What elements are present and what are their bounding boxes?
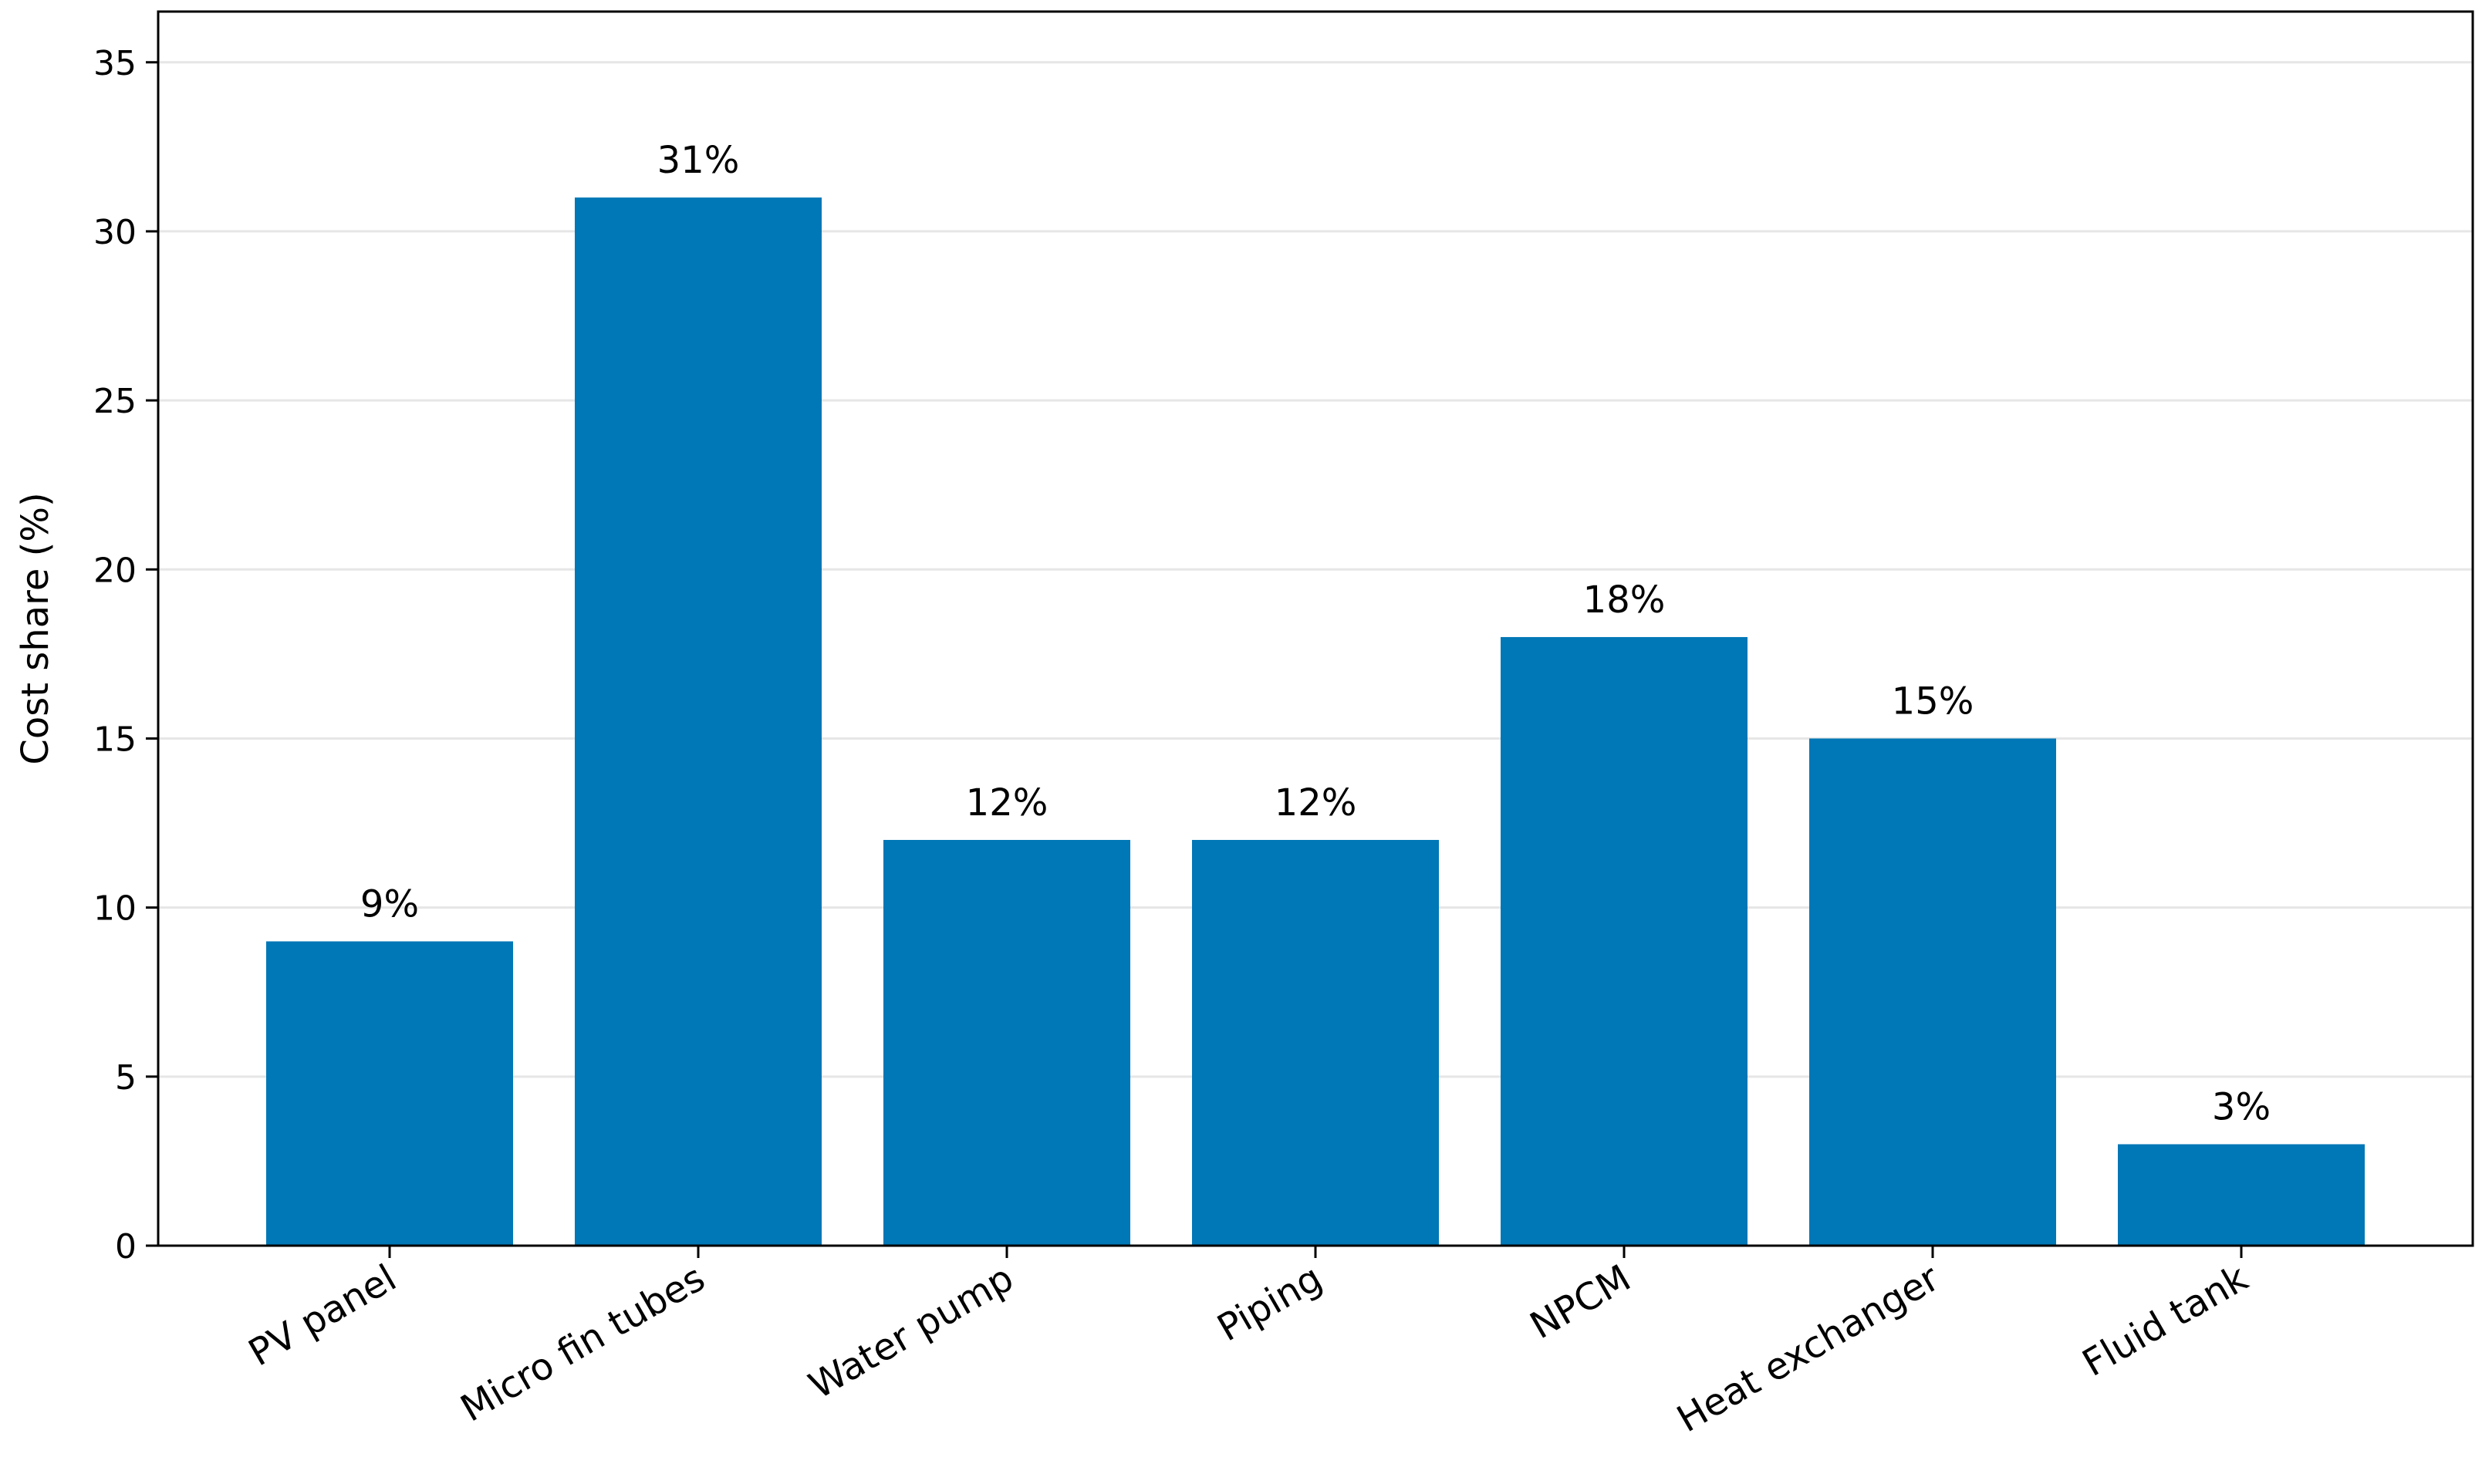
x-tick-label: NPCM (1523, 1256, 1638, 1347)
x-tick-label: Micro fin tubes (454, 1256, 712, 1431)
data-label: 12% (1275, 781, 1357, 825)
y-tick-label: 35 (93, 44, 137, 83)
bar-5 (1809, 738, 2056, 1246)
y-tick-label: 20 (93, 551, 137, 590)
y-tick-label: 0 (115, 1227, 137, 1266)
bars (266, 197, 2365, 1246)
x-tick-label: Heat exchanger (1670, 1256, 1947, 1442)
x-tick-label: Water pump (802, 1256, 1021, 1408)
y-tick-label: 30 (93, 213, 137, 252)
data-label: 9% (360, 882, 419, 926)
x-tick-label: Piping (1211, 1256, 1329, 1350)
y-tick-label: 25 (93, 382, 137, 421)
bar-3 (1192, 839, 1439, 1246)
bar-4 (1501, 636, 1748, 1246)
data-label: 15% (1892, 680, 1974, 723)
bar-2 (883, 839, 1130, 1246)
grid-lines (158, 61, 2473, 1078)
y-axis-label: Cost share (%) (14, 492, 57, 764)
data-labels: 9% 31% 12% 12% 18% 15% 3% (360, 139, 2271, 1128)
bar-1 (575, 197, 822, 1246)
data-label: 12% (966, 781, 1049, 825)
data-label: 3% (2212, 1085, 2271, 1128)
data-label: 31% (657, 139, 740, 182)
y-axis-ticks: 0 5 10 15 20 25 30 35 (93, 44, 158, 1266)
bar-0 (266, 941, 513, 1246)
x-axis-ticks: PV panel Micro fin tubes Water pump Piping N… (241, 1246, 2255, 1441)
data-label: 18% (1583, 578, 1666, 622)
y-tick-label: 5 (115, 1058, 137, 1098)
y-tick-label: 10 (93, 889, 137, 929)
y-tick-label: 15 (93, 720, 137, 759)
bar-6 (2118, 1144, 2365, 1246)
x-tick-label: Fluid tank (2075, 1256, 2255, 1385)
x-tick-label: PV panel (241, 1256, 404, 1375)
